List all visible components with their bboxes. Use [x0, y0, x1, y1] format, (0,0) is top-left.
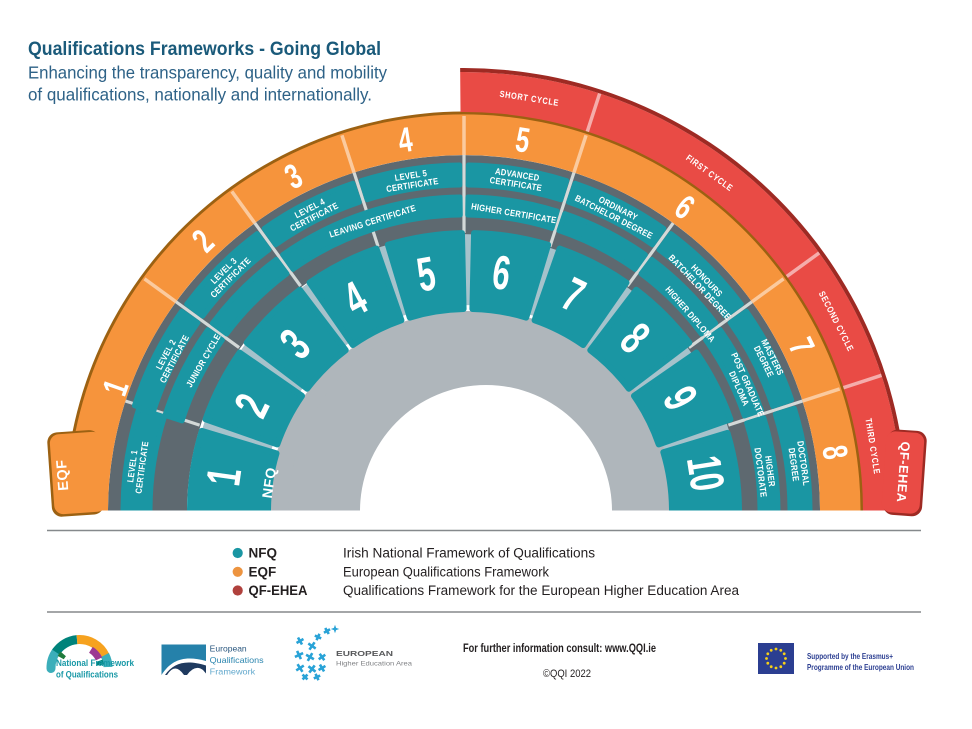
- svg-text:EQF: EQF: [249, 564, 277, 579]
- svg-text:©QQI 2022: ©QQI 2022: [543, 668, 591, 680]
- svg-text:QF-EHEA: QF-EHEA: [894, 441, 913, 503]
- svg-text:QF-EHEA: QF-EHEA: [249, 583, 308, 598]
- svg-text:Irish National Framework of Qu: Irish National Framework of Qualificatio…: [343, 546, 595, 561]
- svg-text:Programme of the European Unio: Programme of the European Union: [807, 662, 914, 672]
- svg-text:EUROPEAN: EUROPEAN: [336, 649, 393, 658]
- svg-text:8: 8: [814, 443, 854, 462]
- svg-text:10: 10: [676, 452, 735, 495]
- svg-text:Enhancing the transparency, qu: Enhancing the transparency, quality and …: [28, 63, 387, 83]
- svg-text:of qualifications, nationally: of qualifications, nationally and intern…: [28, 85, 372, 105]
- svg-text:5: 5: [513, 121, 532, 161]
- svg-text:Qualifications Framework for t: Qualifications Framework for the Europea…: [343, 583, 739, 598]
- svg-text:NFQ: NFQ: [249, 546, 278, 561]
- svg-text:For further information consul: For further information consult: www.QQI…: [463, 643, 656, 655]
- svg-text:Higher Education Area: Higher Education Area: [336, 661, 412, 668]
- svg-text:European Qualifications Framew: European Qualifications Framework: [343, 564, 549, 579]
- svg-text:4: 4: [396, 121, 416, 161]
- svg-text:European: European: [210, 644, 247, 654]
- svg-text:Qualifications Frameworks - Go: Qualifications Frameworks - Going Global: [28, 39, 381, 60]
- svg-text:NFQ: NFQ: [259, 466, 279, 499]
- svg-text:of Qualifications: of Qualifications: [56, 670, 118, 680]
- svg-text:DOCTORALDEGREE: DOCTORALDEGREE: [786, 440, 812, 488]
- svg-text:National Framework: National Framework: [56, 658, 135, 668]
- svg-text:Framework: Framework: [210, 667, 256, 677]
- svg-text:EQF: EQF: [54, 459, 72, 491]
- svg-text:Qualifications: Qualifications: [210, 655, 264, 665]
- svg-text:Supported by the Erasmus+: Supported by the Erasmus+: [807, 651, 893, 661]
